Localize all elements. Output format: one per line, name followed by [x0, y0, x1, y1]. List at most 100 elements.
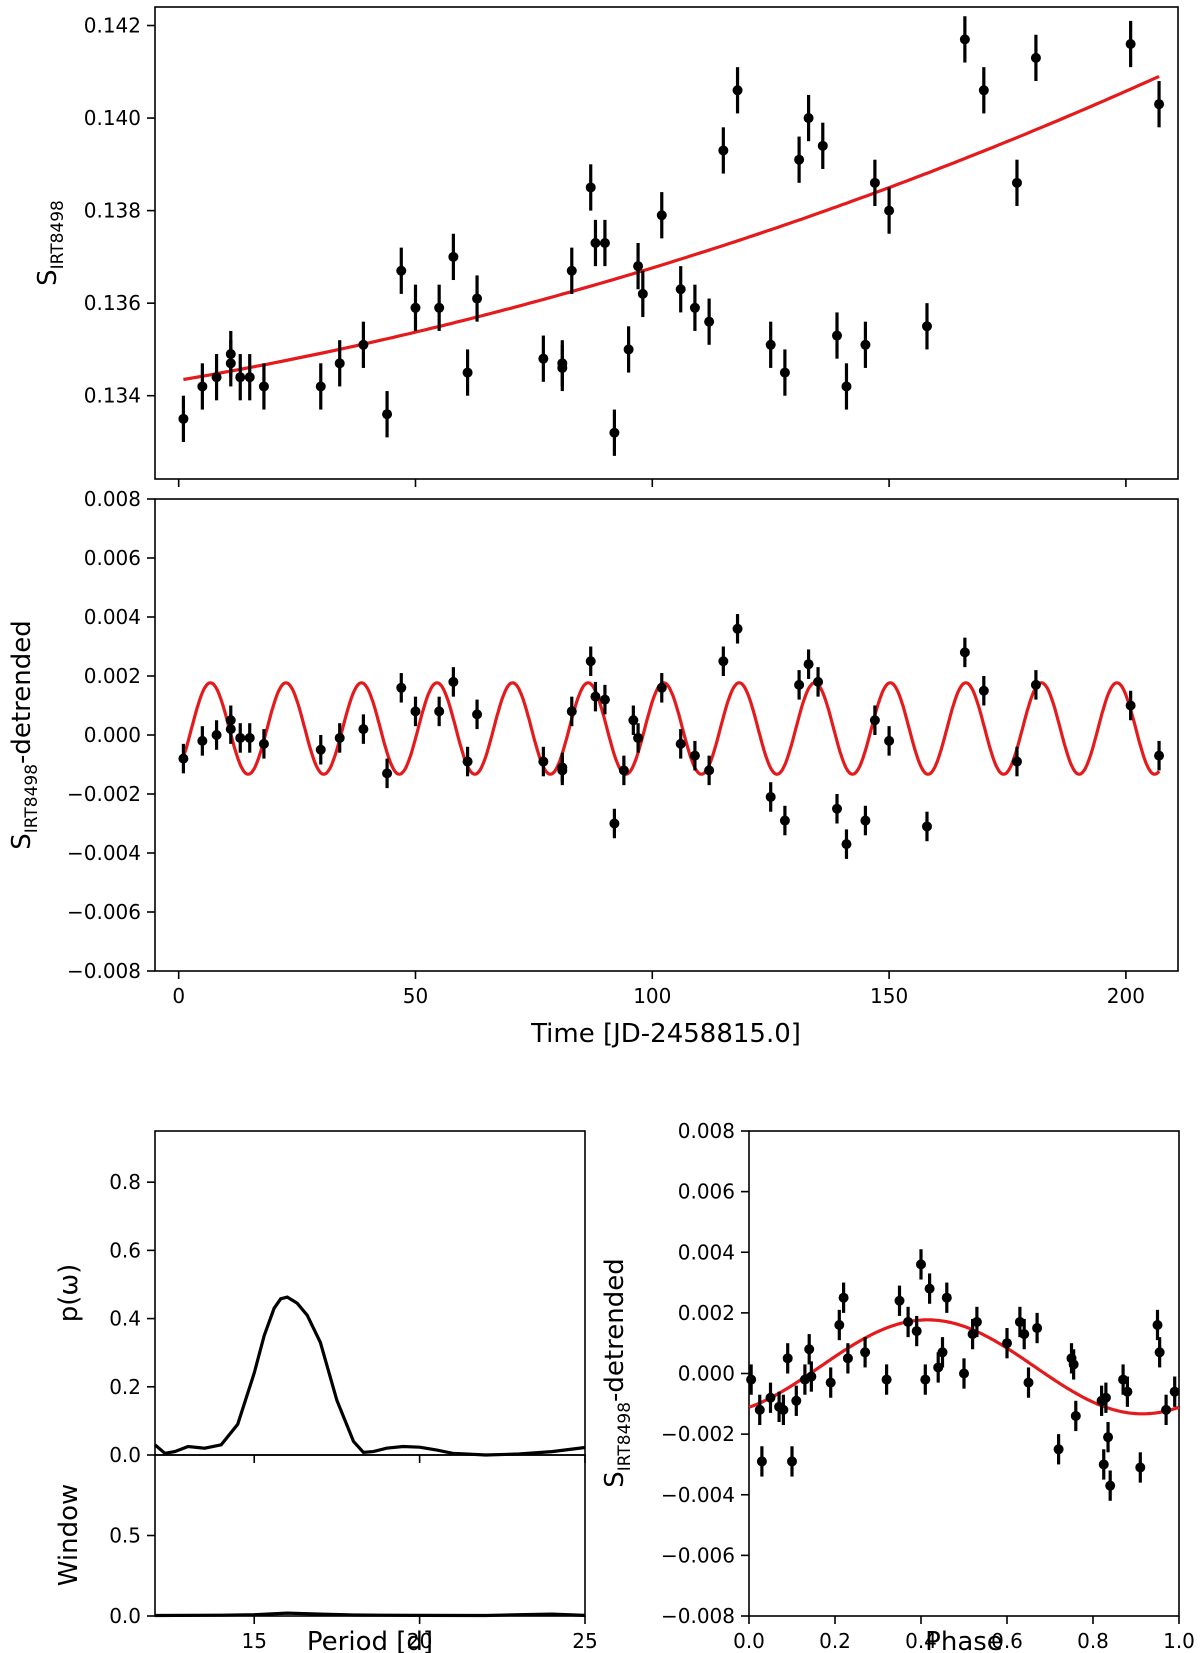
- data-point: [258, 381, 269, 392]
- data-point: [244, 732, 255, 743]
- y-tick-label: 0.002: [84, 664, 141, 688]
- data-point: [832, 803, 842, 814]
- data-point: [1125, 39, 1136, 50]
- y-tick-label: 0.0: [109, 1443, 141, 1467]
- data-point: [1098, 1459, 1109, 1470]
- data-point: [884, 735, 895, 746]
- data-point: [358, 724, 369, 735]
- panel-detrended-timeseries: −0.008 −0.006 −0.004 −0.002 0.000 0.002 0.004 0…: [7, 487, 1179, 1049]
- data-point: [794, 679, 805, 690]
- y-tick-label: −0.008: [67, 959, 141, 983]
- data-point: [599, 694, 610, 705]
- data-point: [315, 381, 326, 392]
- data-point: [396, 682, 407, 693]
- data-point: [881, 1374, 892, 1385]
- data-point: [462, 367, 473, 378]
- data-point: [1100, 1392, 1111, 1403]
- y-tick-label: −0.002: [67, 782, 141, 806]
- data-point: [448, 676, 459, 687]
- data-point: [903, 1316, 914, 1327]
- data-point: [971, 1316, 982, 1327]
- y-tick-label: 0.142: [84, 14, 141, 38]
- data-point: [978, 85, 989, 96]
- data-point: [315, 744, 326, 755]
- data-point: [933, 1362, 944, 1373]
- data-point: [704, 765, 715, 776]
- panel-raw-frame: [154, 6, 1179, 480]
- y-tick-label: 0.0: [109, 1604, 141, 1628]
- data-point: [590, 691, 601, 702]
- data-point: [782, 1353, 793, 1364]
- data-point: [803, 659, 814, 670]
- y-tick-label: 0.136: [84, 291, 141, 315]
- data-point: [1122, 1386, 1133, 1397]
- data-point: [358, 339, 369, 350]
- data-point: [1152, 1320, 1163, 1330]
- panel-raw-timeseries: 0.134 0.136 0.138 0.140 0.142 SIRT8498: [33, 6, 1179, 487]
- data-point: [884, 205, 895, 216]
- data-point: [869, 177, 880, 188]
- data-point: [538, 756, 549, 767]
- y-tick-label: −0.002: [661, 1422, 735, 1446]
- data-point: [704, 316, 715, 327]
- data-point: [787, 1456, 797, 1467]
- data-point: [920, 1374, 931, 1385]
- data-point: [462, 756, 473, 767]
- data-point: [1032, 1323, 1043, 1334]
- data-point: [1105, 1480, 1116, 1491]
- periodogram-curve: [153, 1295, 586, 1457]
- data-point: [1023, 1377, 1034, 1388]
- y-tick-label: 0.4: [109, 1307, 141, 1331]
- data-point: [765, 339, 776, 350]
- data-point: [806, 1371, 817, 1382]
- data-point: [618, 765, 629, 776]
- data-point: [959, 34, 970, 45]
- data-point: [434, 706, 445, 717]
- y-tick-label: 0.000: [678, 1362, 735, 1386]
- panel-periodogram-ylabel: p(ω): [54, 1264, 84, 1323]
- x-tick-label: 150: [870, 984, 908, 1008]
- x-tick-label: 1.0: [1163, 1629, 1195, 1653]
- panel-phased: −0.008 −0.006 −0.004 −0.002 0.000 0.002 0.004 0…: [600, 1119, 1195, 1653]
- panel-detrended-xlabel: Time [JD-2458815.0]: [530, 1019, 801, 1049]
- data-point: [1125, 700, 1136, 711]
- data-point: [803, 113, 814, 124]
- panel-window-ylabel: Window: [54, 1484, 84, 1587]
- data-point: [235, 372, 246, 383]
- data-point: [585, 182, 596, 193]
- data-point: [566, 706, 577, 717]
- data-point: [765, 791, 776, 802]
- data-point: [924, 1283, 935, 1294]
- x-tick-label: 0.8: [1077, 1629, 1109, 1653]
- data-point: [894, 1295, 905, 1306]
- y-tick-label: 0.134: [84, 384, 141, 408]
- panel-periodogram-frame: [154, 1130, 586, 1456]
- x-tick-label: 200: [1107, 984, 1145, 1008]
- data-point: [675, 738, 686, 749]
- data-point: [1030, 52, 1041, 63]
- data-point: [967, 1329, 978, 1340]
- y-tick-label: 0.6: [109, 1238, 141, 1262]
- panel-window-frame: [154, 1454, 586, 1617]
- data-point: [1154, 99, 1165, 110]
- y-tick-label: 0.008: [678, 1119, 735, 1143]
- data-point: [197, 381, 208, 392]
- data-point: [609, 818, 620, 829]
- data-point: [637, 288, 648, 299]
- data-point: [1118, 1374, 1129, 1385]
- data-point: [791, 1395, 802, 1406]
- data-point: [258, 738, 269, 749]
- data-point: [959, 1368, 969, 1379]
- data-point: [778, 1404, 789, 1415]
- data-point: [382, 768, 393, 779]
- y-tick-label: 0.138: [84, 199, 141, 223]
- data-point: [197, 735, 208, 746]
- y-tick-label: 0.8: [109, 1170, 141, 1194]
- y-tick-label: 0.004: [678, 1240, 735, 1264]
- data-point: [1154, 750, 1165, 761]
- data-point: [1154, 1347, 1165, 1358]
- data-point: [585, 656, 596, 667]
- data-point: [1053, 1444, 1064, 1455]
- x-tick-label: 15: [242, 1629, 267, 1653]
